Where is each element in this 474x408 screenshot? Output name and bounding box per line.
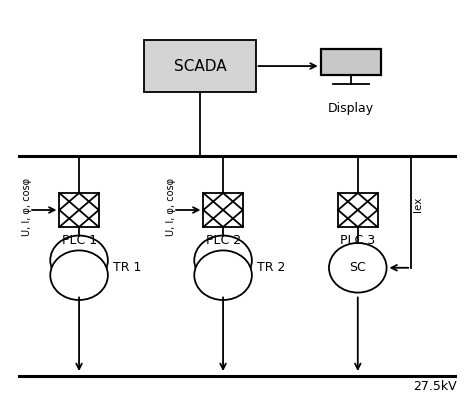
Bar [203, 193, 243, 227]
Bar [320, 49, 381, 75]
Text: U, I, φ, cosφ: U, I, φ, cosφ [166, 178, 176, 236]
Circle shape [194, 251, 252, 300]
Circle shape [50, 251, 108, 300]
Text: Display: Display [328, 102, 374, 115]
Text: TR 2: TR 2 [257, 261, 286, 274]
Circle shape [194, 235, 252, 285]
Text: SCADA: SCADA [173, 59, 226, 73]
Text: 27.5kV: 27.5kV [413, 380, 457, 393]
Circle shape [329, 243, 387, 293]
Text: SC: SC [349, 261, 366, 274]
Text: PLC 2: PLC 2 [206, 234, 241, 247]
Text: PLC 3: PLC 3 [340, 234, 375, 247]
Circle shape [50, 235, 108, 285]
Text: TR 1: TR 1 [113, 261, 142, 274]
Bar [338, 193, 377, 227]
Bar [59, 193, 99, 227]
Text: Iex: Iex [413, 196, 423, 212]
Bar [144, 40, 255, 92]
Text: U, I, φ, cosφ: U, I, φ, cosφ [22, 178, 32, 236]
Text: PLC 1: PLC 1 [62, 234, 97, 247]
